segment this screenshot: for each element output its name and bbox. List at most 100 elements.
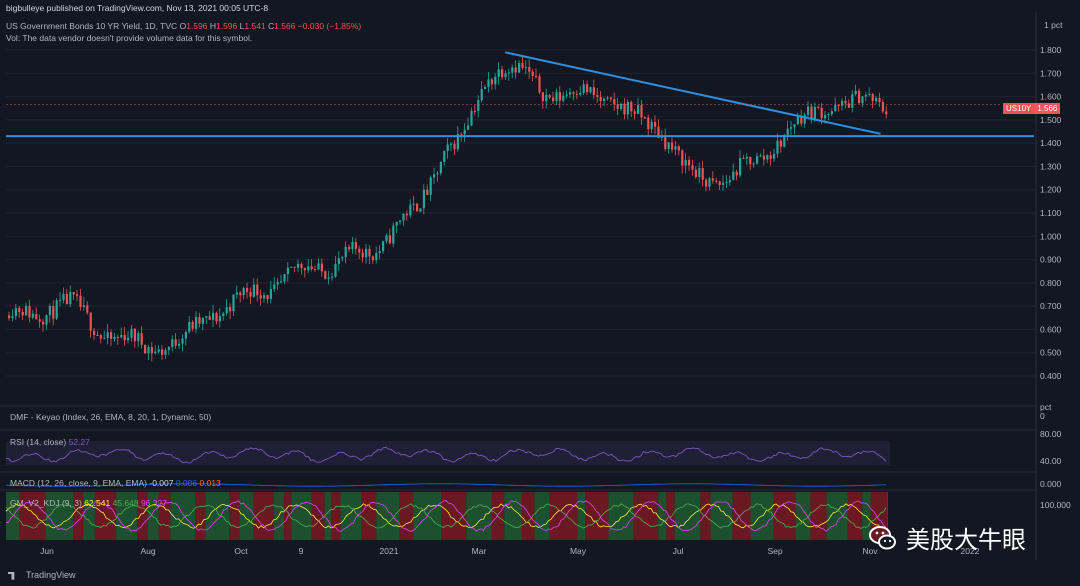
candle-217 [745, 153, 748, 165]
price-tick-7: 1.100 [1040, 208, 1062, 218]
candle-92 [320, 258, 323, 277]
macd-label[interactable]: MACD (12, 26, close, 9, EMA, EMA) -0.007… [10, 478, 221, 488]
candle-139 [480, 81, 483, 103]
candle-205 [705, 178, 708, 192]
price-tick-10: 0.800 [1040, 278, 1062, 288]
candle-99 [344, 241, 347, 264]
candle-226 [776, 133, 779, 158]
candle-220 [756, 152, 759, 165]
candle-67 [235, 285, 238, 299]
candle-106 [368, 245, 371, 265]
candle-25 [93, 327, 96, 340]
kdj-j-value: 96.327 [140, 498, 167, 508]
candle-87 [303, 267, 306, 278]
candle-33 [120, 327, 123, 339]
candle-154 [531, 68, 534, 82]
candle-210 [722, 175, 725, 191]
candle-214 [735, 169, 738, 181]
candle-250 [858, 88, 861, 104]
ohlc-close: 1.566 [274, 21, 296, 31]
candle-189 [650, 119, 653, 134]
candle-162 [558, 85, 561, 109]
candle-203 [698, 162, 701, 184]
watermark-text: 美股大牛眼 [906, 526, 1026, 554]
candle-209 [718, 180, 721, 191]
candle-216 [742, 154, 745, 160]
price-axis-unit: 1 pct [1044, 20, 1063, 30]
candle-69 [242, 286, 245, 300]
pane-tick-5: 100.000 [1040, 500, 1071, 510]
macd-value-1: -0.007 [149, 478, 174, 488]
candle-258 [885, 105, 888, 119]
macd-name: MACD (12, 26, close, 9, EMA, EMA) [10, 478, 147, 488]
candle-136 [470, 107, 473, 127]
candle-129 [446, 138, 449, 159]
candle-97 [337, 251, 340, 271]
price-tick-14: 0.400 [1040, 371, 1062, 381]
candle-96 [334, 256, 337, 278]
candle-156 [538, 73, 541, 95]
candle-232 [796, 112, 799, 125]
symbol-name: US Government Bonds 10 YR Yield, 1D, TVC [6, 21, 178, 31]
candle-37 [133, 328, 136, 348]
symbol-ohlc-line: US Government Bonds 10 YR Yield, 1D, TVC… [6, 21, 362, 31]
candle-101 [351, 236, 354, 254]
time-label-9: Nov [862, 546, 878, 556]
candle-131 [453, 140, 456, 156]
candle-46 [164, 347, 167, 359]
candle-179 [616, 97, 619, 116]
candle-161 [555, 88, 558, 105]
kdj-label[interactable]: GM_V2_KDJ (9, 3) 62.541 45.648 96.327 [10, 498, 167, 508]
kdj-line-0 [5, 503, 887, 529]
candle-32 [116, 334, 119, 346]
candle-121 [419, 208, 422, 213]
candle-141 [487, 71, 490, 93]
candle-219 [752, 162, 755, 168]
last-price-symbol: US10Y [1003, 103, 1035, 114]
candle-66 [232, 294, 235, 316]
candle-213 [732, 163, 735, 181]
candle-105 [365, 244, 368, 264]
candle-11 [45, 314, 48, 330]
candle-120 [416, 202, 419, 212]
candle-247 [847, 99, 850, 109]
candle-126 [436, 171, 439, 182]
candle-111 [385, 233, 388, 244]
candle-49 [174, 332, 177, 349]
candle-167 [575, 90, 578, 100]
price-axis[interactable]: 1 pct 1.800 1.700 1.600 1.500 1.400 1.300 1.200… [1040, 20, 1063, 381]
candle-168 [579, 86, 582, 97]
time-label-1: Aug [140, 546, 155, 556]
candle-230 [790, 120, 793, 135]
candle-116 [402, 213, 405, 227]
pane-tick-3: 40.00 [1040, 456, 1062, 466]
candle-61 [215, 311, 218, 325]
candle-16 [62, 287, 65, 304]
price-tick-9: 0.900 [1040, 255, 1062, 265]
candle-197 [677, 144, 680, 156]
candle-26 [96, 331, 99, 337]
candle-218 [749, 156, 752, 170]
candle-63 [222, 311, 225, 321]
candle-117 [405, 210, 408, 221]
rsi-label[interactable]: RSI (14, close) 52.27 [10, 437, 90, 447]
candle-40 [144, 344, 147, 354]
candle-128 [443, 150, 446, 166]
candle-195 [671, 136, 674, 153]
candle-153 [528, 59, 531, 79]
candle-70 [246, 282, 249, 299]
trendline[interactable] [504, 51, 881, 135]
tradingview-logo[interactable]: TradingView [8, 570, 76, 580]
candle-82 [286, 261, 289, 282]
candle-84 [293, 266, 296, 272]
candle-23 [86, 301, 89, 315]
candle-112 [388, 228, 391, 245]
candle-152 [524, 60, 527, 75]
candle-20 [76, 289, 79, 302]
time-axis[interactable]: Jun Aug Oct 9 2021 Mar May Jul Sep Nov 2022 [40, 546, 980, 556]
rsi-line [6, 446, 887, 464]
dmf-label[interactable]: DMF - Keyao (Index, 26, EMA, 8, 20, 1, D… [10, 412, 212, 422]
candle-17 [65, 288, 68, 305]
candle-155 [535, 68, 538, 79]
